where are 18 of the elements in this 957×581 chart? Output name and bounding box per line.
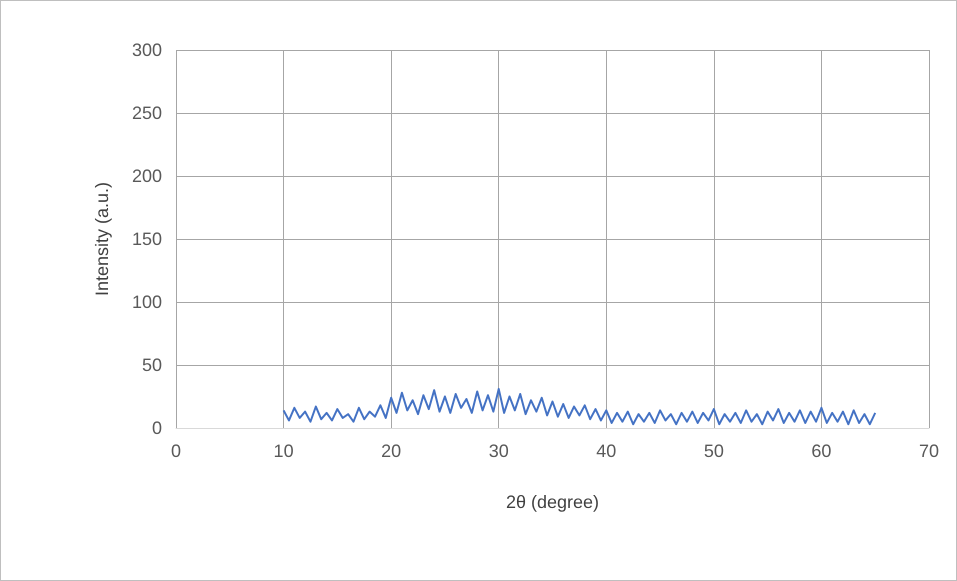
x-tick-label: 70 xyxy=(918,441,940,461)
x-tick-label: 20 xyxy=(381,441,402,461)
y-axis-title: Intensity (a.u.) xyxy=(92,182,112,296)
y-tick-label: 50 xyxy=(142,355,162,375)
x-tick-label: 10 xyxy=(274,441,294,461)
x-tick-label: 0 xyxy=(170,441,182,461)
y-tick-label: 100 xyxy=(132,292,162,312)
line-series xyxy=(282,388,876,426)
x-tick-label: 60 xyxy=(811,441,832,461)
y-tick-label: 300 xyxy=(132,40,162,60)
x-tick-label: 40 xyxy=(596,441,616,461)
x-tick-label: 30 xyxy=(488,441,509,461)
x-tick-label: 50 xyxy=(704,441,724,461)
y-tick-label: 150 xyxy=(132,229,162,249)
x-axis-title: 2θ (degree) xyxy=(506,492,600,512)
y-tick-label: 200 xyxy=(132,166,162,186)
y-tick-label: 250 xyxy=(132,103,162,123)
y-tick-label: 0 xyxy=(152,418,162,438)
